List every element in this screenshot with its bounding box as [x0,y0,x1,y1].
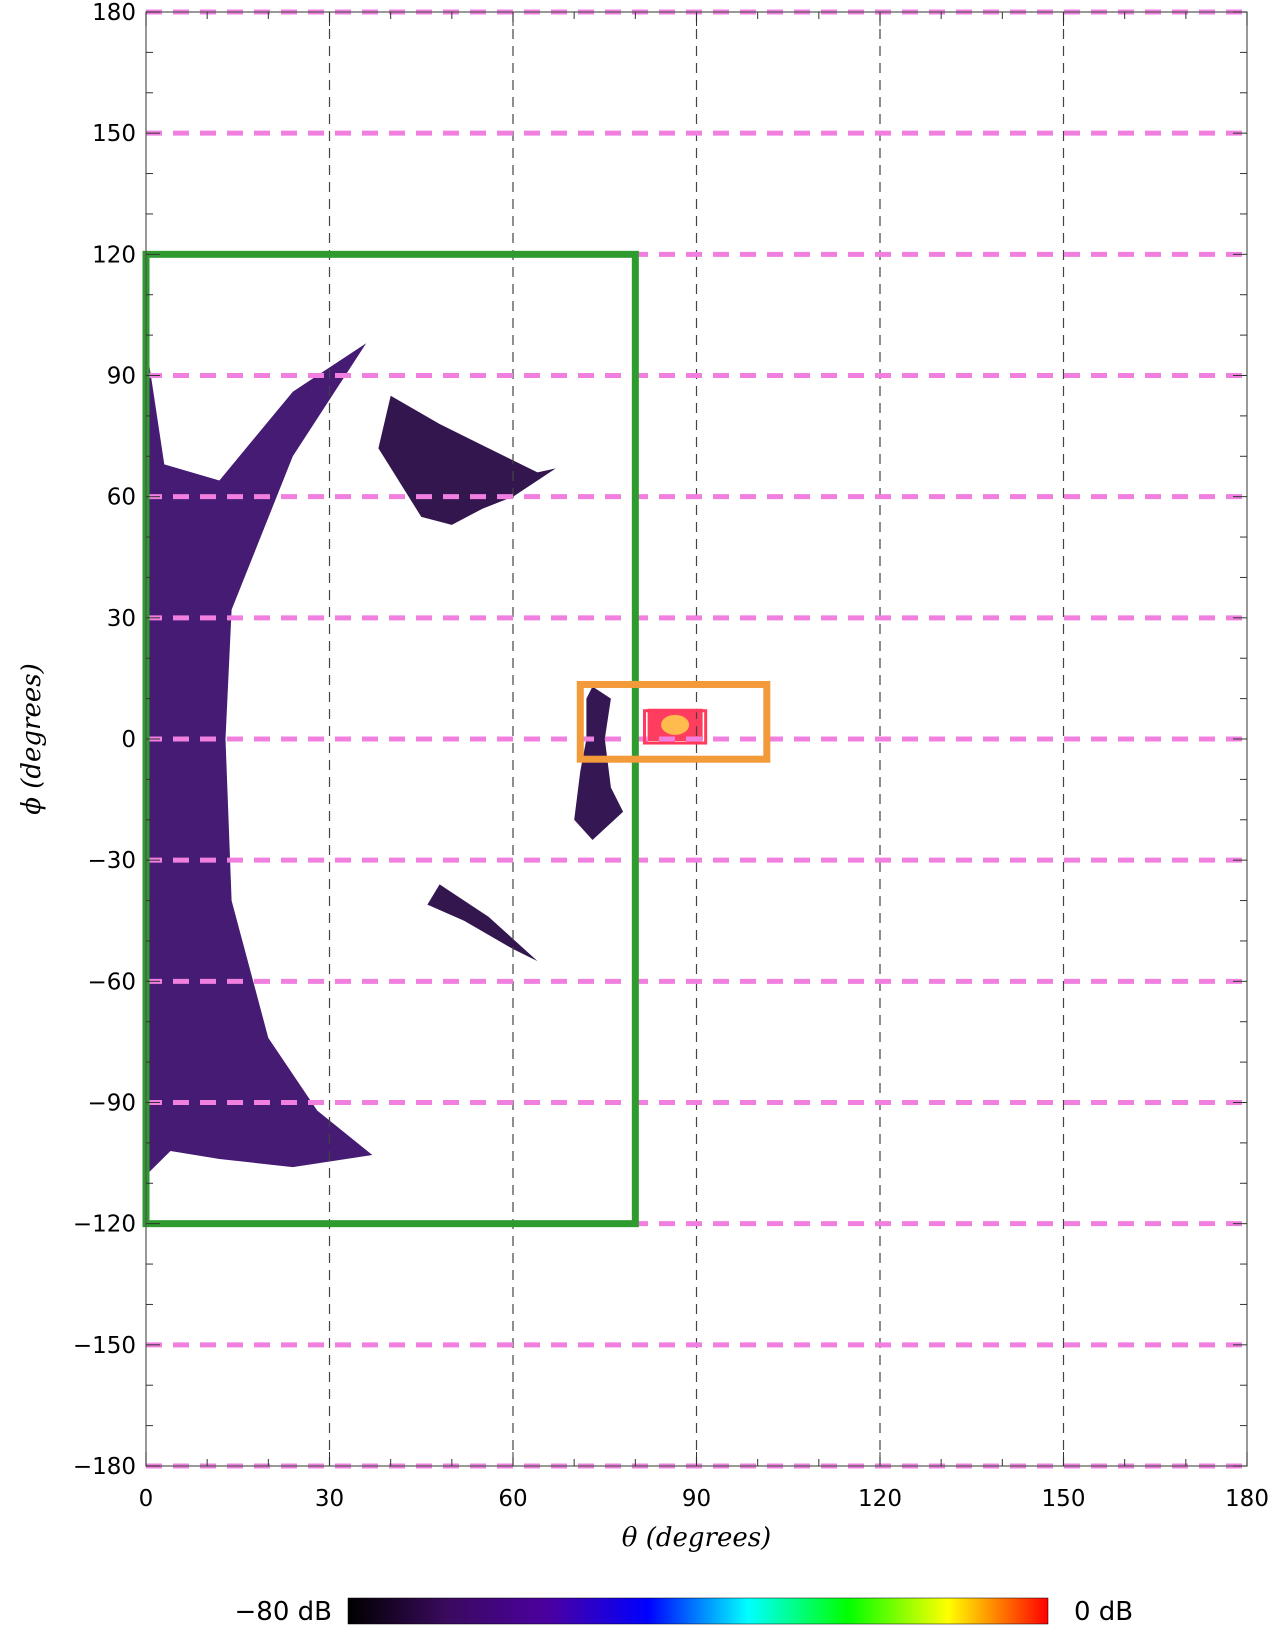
y-tick-label: 150 [92,121,136,147]
heatmap-crescent-0 [146,343,373,1176]
y-tick-label: 0 [121,727,136,753]
region-rectangle-2 [643,709,708,745]
y-tick-label: −180 [73,1454,136,1480]
region-rectangle-1 [576,680,771,763]
colorbar-gradient [347,1597,1049,1625]
colorbar: −80 dB 0 dB [235,1597,1134,1627]
y-axis-title: ϕ (degrees) [17,663,47,815]
heatmap-features [146,343,703,1176]
heatmap-crescent-3 [574,686,624,840]
heatmap-streak-1 [378,395,556,525]
horizontal-gridlines [146,9,1247,1469]
y-tick-label: −150 [73,1333,136,1359]
tick-labels: 0 30 60 90 120 150 180 180 150 120 90 60 30 0 −30 −60 −9… [73,0,1269,1512]
y-tick-label: 30 [107,606,136,632]
colorbar-min-label: −80 dB [235,1597,332,1627]
tick-marks [145,11,1248,1467]
y-tick-label: −30 [87,848,136,874]
x-tick-label: 120 [858,1486,902,1512]
colorbar-max-label: 0 dB [1074,1597,1133,1627]
y-tick-label: −90 [87,1091,136,1117]
y-tick-label: 60 [107,485,136,511]
y-tick-label: −60 [87,969,136,995]
x-tick-label: 60 [498,1486,527,1512]
y-tick-label: 180 [92,0,136,26]
x-tick-label: 0 [139,1486,154,1512]
heatmap-hotspot-4 [661,714,690,735]
y-tick-label: −120 [73,1212,136,1238]
x-tick-label: 180 [1225,1486,1269,1512]
heatmap-streak-2 [427,884,538,962]
y-tick-label: 120 [92,242,136,268]
x-tick-label: 150 [1042,1486,1086,1512]
y-tick-label: 90 [107,364,136,390]
x-tick-label: 30 [315,1486,344,1512]
x-tick-label: 90 [682,1486,711,1512]
x-axis-title: θ (degrees) [622,1523,771,1553]
